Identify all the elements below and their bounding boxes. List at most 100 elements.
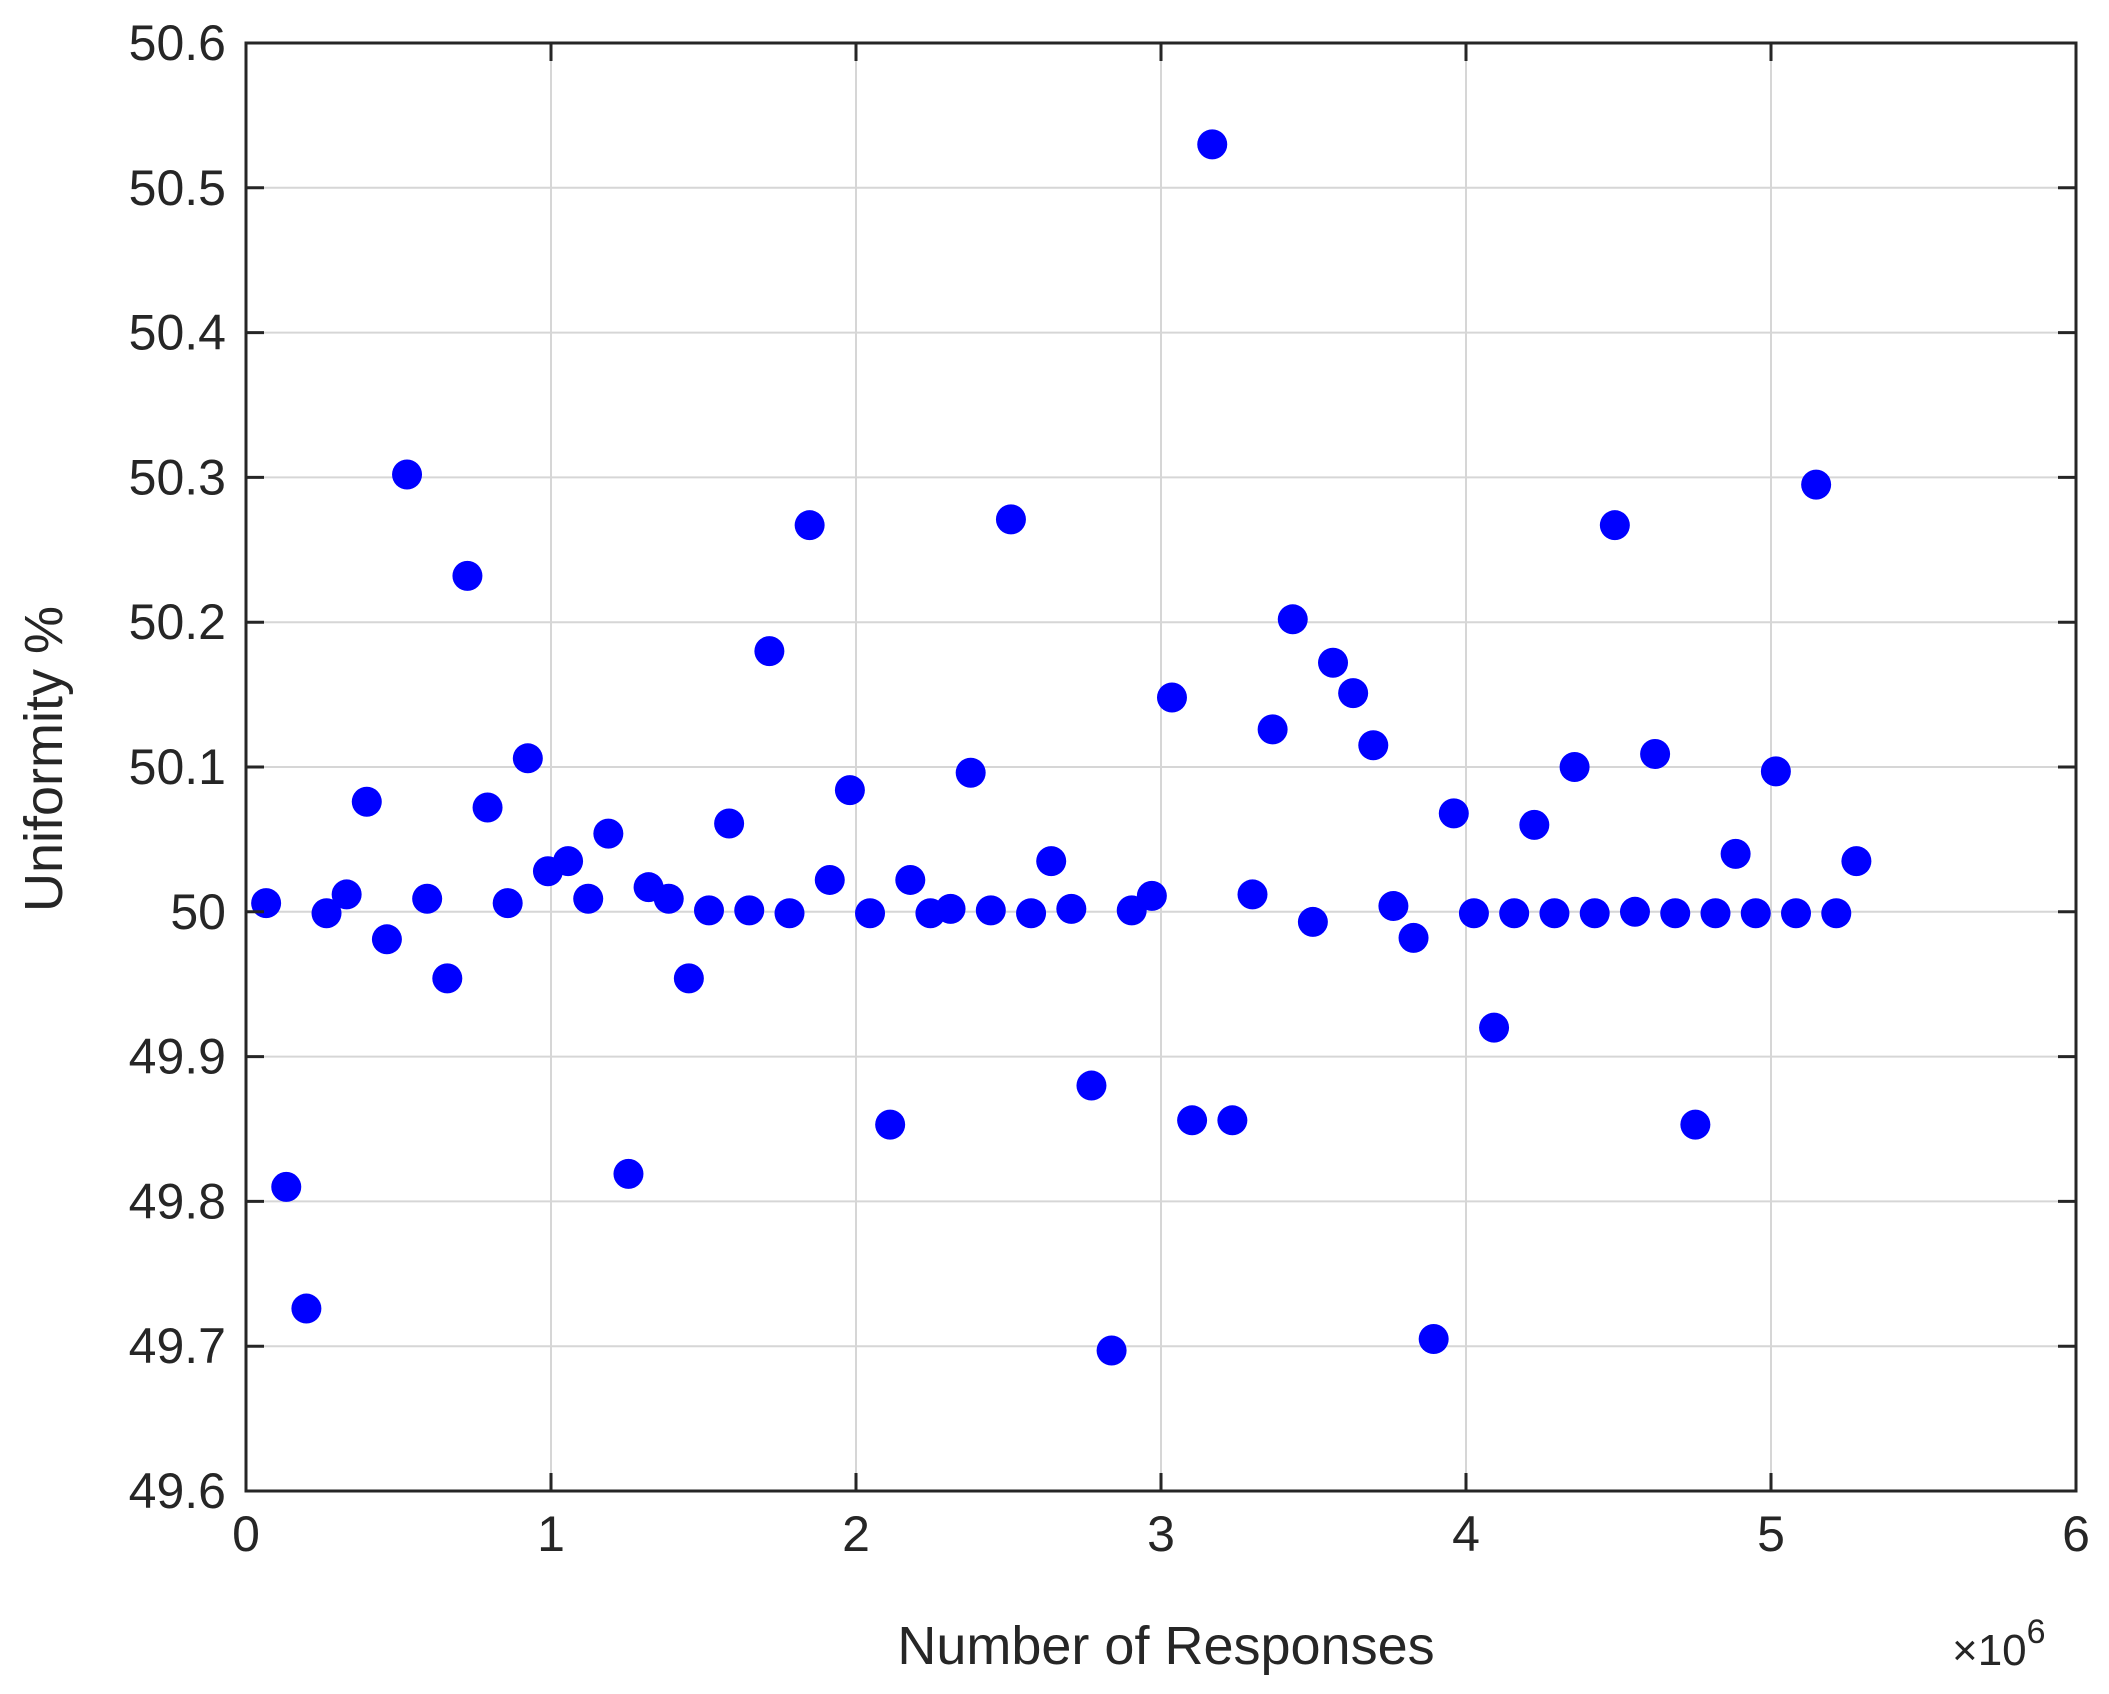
data-point [1197, 129, 1228, 160]
data-point [432, 963, 463, 994]
x-tick-label: 2 [842, 1506, 870, 1562]
data-point [814, 864, 845, 895]
data-point [955, 757, 986, 788]
data-point [1619, 896, 1650, 927]
data-point [311, 898, 342, 929]
y-tick-label: 50.1 [129, 739, 226, 795]
data-point [855, 898, 886, 929]
x-tick-label: 3 [1147, 1506, 1175, 1562]
data-point [895, 864, 926, 895]
data-point [714, 808, 745, 839]
data-point [673, 963, 704, 994]
y-tick-label: 49.9 [129, 1029, 226, 1085]
data-point [573, 883, 604, 914]
data-point [1640, 738, 1671, 769]
data-point [351, 786, 382, 817]
data-point [452, 560, 483, 591]
data-point [1217, 1105, 1248, 1136]
y-tick-label: 50.5 [129, 160, 226, 216]
data-point [553, 846, 584, 877]
data-point [1599, 510, 1630, 541]
x-axis-label: Number of Responses [897, 1616, 1434, 1676]
x-tick-labels: 0 1 2 3 4 5 6 [232, 1506, 2090, 1562]
data-point [1177, 1105, 1208, 1136]
data-point [875, 1109, 906, 1140]
x-axis-multiplier-exponent: 6 [2027, 1613, 2046, 1651]
data-point [1096, 1335, 1127, 1366]
data-point [1700, 898, 1731, 929]
data-point [1458, 898, 1489, 929]
data-point [1237, 879, 1268, 910]
data-point [412, 883, 443, 914]
data-point [794, 510, 825, 541]
data-point [1841, 846, 1872, 877]
data-point [834, 775, 865, 806]
data-point [1740, 898, 1771, 929]
data-point [774, 898, 805, 929]
data-point [1499, 898, 1530, 929]
data-point [1821, 898, 1852, 929]
data-point [251, 888, 282, 919]
x-tick-label: 5 [1757, 1506, 1785, 1562]
data-point [653, 883, 684, 914]
data-point [975, 895, 1006, 926]
data-point [271, 1171, 302, 1202]
data-point [1579, 898, 1610, 929]
y-axis-label: Uniformity % [14, 606, 74, 912]
data-point [331, 879, 362, 910]
data-point [1056, 893, 1087, 924]
x-axis-multiplier: ×106 [1952, 1613, 2046, 1675]
y-tick-label: 50.4 [129, 305, 226, 361]
x-tick-label: 0 [232, 1506, 260, 1562]
y-tick-label: 50 [170, 884, 226, 940]
data-point [1257, 714, 1288, 745]
data-point [693, 895, 724, 926]
data-points [251, 129, 1872, 1366]
data-point [1781, 898, 1812, 929]
data-point [1378, 891, 1409, 922]
data-point [1036, 846, 1067, 877]
data-point [1660, 898, 1691, 929]
x-axis-multiplier-base: ×10 [1952, 1626, 2027, 1675]
data-point [392, 459, 423, 490]
y-tick-label: 50.6 [129, 15, 226, 71]
data-point [371, 924, 402, 955]
data-point [472, 792, 503, 823]
data-point [1318, 647, 1349, 678]
data-point [734, 895, 765, 926]
y-tick-label: 49.8 [129, 1173, 226, 1229]
x-tick-label: 4 [1452, 1506, 1480, 1562]
data-point [492, 888, 523, 919]
data-point [1136, 880, 1167, 911]
data-point [1801, 469, 1832, 500]
data-point [613, 1158, 644, 1189]
data-point [1539, 898, 1570, 929]
data-point [1297, 906, 1328, 937]
data-point [291, 1293, 322, 1324]
y-tick-label: 49.7 [129, 1318, 226, 1374]
y-tick-labels: 49.6 49.7 49.8 49.9 50 50.1 50.2 50.3 50.4 50.5 50… [129, 15, 226, 1519]
y-tick-label: 49.6 [129, 1463, 226, 1519]
data-point [1479, 1012, 1510, 1043]
data-point [1680, 1109, 1711, 1140]
data-point [1720, 838, 1751, 869]
data-point [1418, 1323, 1449, 1354]
data-point [512, 743, 543, 774]
data-point [1559, 752, 1590, 782]
data-point [935, 893, 966, 924]
data-point [1156, 682, 1187, 713]
data-point [995, 504, 1026, 535]
y-tick-label: 50.2 [129, 594, 226, 650]
data-point [593, 818, 624, 849]
data-point [1760, 756, 1791, 787]
data-point [1016, 898, 1047, 929]
y-tick-label: 50.3 [129, 449, 226, 505]
data-point [1358, 730, 1389, 761]
data-point [1277, 604, 1308, 635]
data-point [754, 636, 785, 667]
data-point [1338, 678, 1369, 709]
axis-ticks [244, 41, 2078, 1493]
x-tick-label: 1 [537, 1506, 565, 1562]
x-tick-label: 6 [2062, 1506, 2090, 1562]
